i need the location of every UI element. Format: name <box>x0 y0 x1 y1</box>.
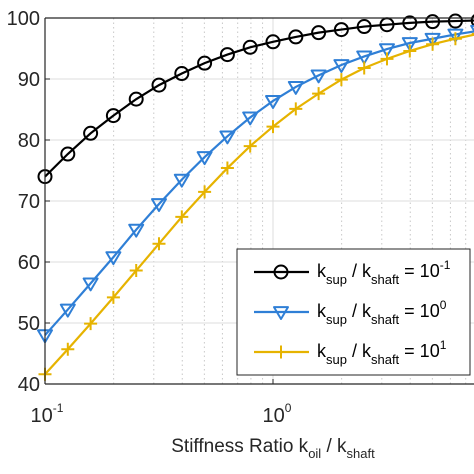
y-tick-label: 40 <box>18 374 40 396</box>
data-point <box>196 151 213 166</box>
data-point <box>273 306 289 320</box>
series-layer <box>37 13 474 381</box>
series-line <box>44 33 474 375</box>
data-point <box>311 25 327 41</box>
data-point <box>173 173 190 188</box>
data-point <box>334 73 348 87</box>
data-point <box>242 39 258 55</box>
data-point <box>288 29 304 45</box>
data-point <box>403 44 417 58</box>
series-2 <box>37 24 474 344</box>
data-point <box>82 277 99 292</box>
y-tick-label: 60 <box>18 252 40 274</box>
data-point <box>59 303 76 318</box>
data-point <box>274 345 288 359</box>
data-point <box>198 185 212 199</box>
data-point <box>402 15 418 31</box>
legend: ksup / kshaft = 10-1 ksup / kshaft = 100 k… <box>236 248 471 376</box>
data-point <box>150 198 167 213</box>
legend-label: ksup / kshaft = 100 <box>317 298 447 327</box>
legend-entry-2: ksup / kshaft = 100 <box>254 298 447 327</box>
data-point <box>470 14 474 27</box>
data-point <box>273 264 289 280</box>
data-point <box>357 61 371 75</box>
data-point <box>380 52 394 66</box>
data-point <box>265 95 281 109</box>
data-point <box>287 81 304 95</box>
data-point <box>106 290 120 304</box>
y-tick-label: 100 <box>7 8 40 30</box>
data-point <box>219 47 235 63</box>
data-point <box>174 66 190 82</box>
data-point <box>152 237 166 251</box>
y-tick-label: 90 <box>18 69 40 91</box>
data-point <box>128 91 144 107</box>
data-point <box>219 130 236 145</box>
data-point <box>426 37 440 51</box>
data-point <box>151 77 167 93</box>
data-point <box>424 32 441 47</box>
data-point <box>84 317 98 331</box>
data-point <box>60 146 76 162</box>
data-point <box>61 342 75 356</box>
data-point <box>266 120 280 134</box>
data-point <box>333 59 350 73</box>
data-point <box>378 43 395 58</box>
data-point <box>333 22 349 38</box>
series-line <box>44 19 474 178</box>
tick-labels: 40 50 60 70 80 90 100 10-1 100 <box>7 8 292 427</box>
series-1 <box>37 13 474 185</box>
data-point <box>401 37 418 52</box>
data-point <box>83 125 99 141</box>
data-point <box>312 87 326 101</box>
data-point <box>356 19 372 35</box>
legend-label: ksup / kshaft = 10-1 <box>317 258 451 287</box>
x-tick-label: 10-1 <box>31 401 64 427</box>
data-point <box>220 161 234 175</box>
data-point <box>105 251 122 266</box>
data-point <box>356 50 373 65</box>
data-point <box>447 13 463 29</box>
data-point <box>448 32 462 46</box>
x-axis-label: Stiffness Ratio koil / kshaft <box>171 436 375 461</box>
y-tick-label: 80 <box>18 130 40 152</box>
axes <box>44 17 474 385</box>
data-point <box>289 102 303 116</box>
y-tick-label: 50 <box>18 313 40 335</box>
legend-entry-3: ksup / kshaft = 101 <box>254 338 447 367</box>
data-point <box>310 69 327 84</box>
data-point <box>129 264 143 278</box>
data-point <box>425 14 441 30</box>
legend-entry-1: ksup / kshaft = 10-1 <box>254 258 451 287</box>
data-point <box>105 108 121 124</box>
data-point <box>197 55 213 71</box>
data-point <box>447 28 464 43</box>
data-point <box>265 34 281 50</box>
y-tick-label: 70 <box>18 191 40 213</box>
legend-label: ksup / kshaft = 101 <box>317 338 447 367</box>
x-tick-label: 100 <box>263 401 292 427</box>
data-point <box>175 210 189 224</box>
data-point <box>243 139 257 153</box>
data-point <box>128 223 145 238</box>
data-point <box>242 111 259 126</box>
